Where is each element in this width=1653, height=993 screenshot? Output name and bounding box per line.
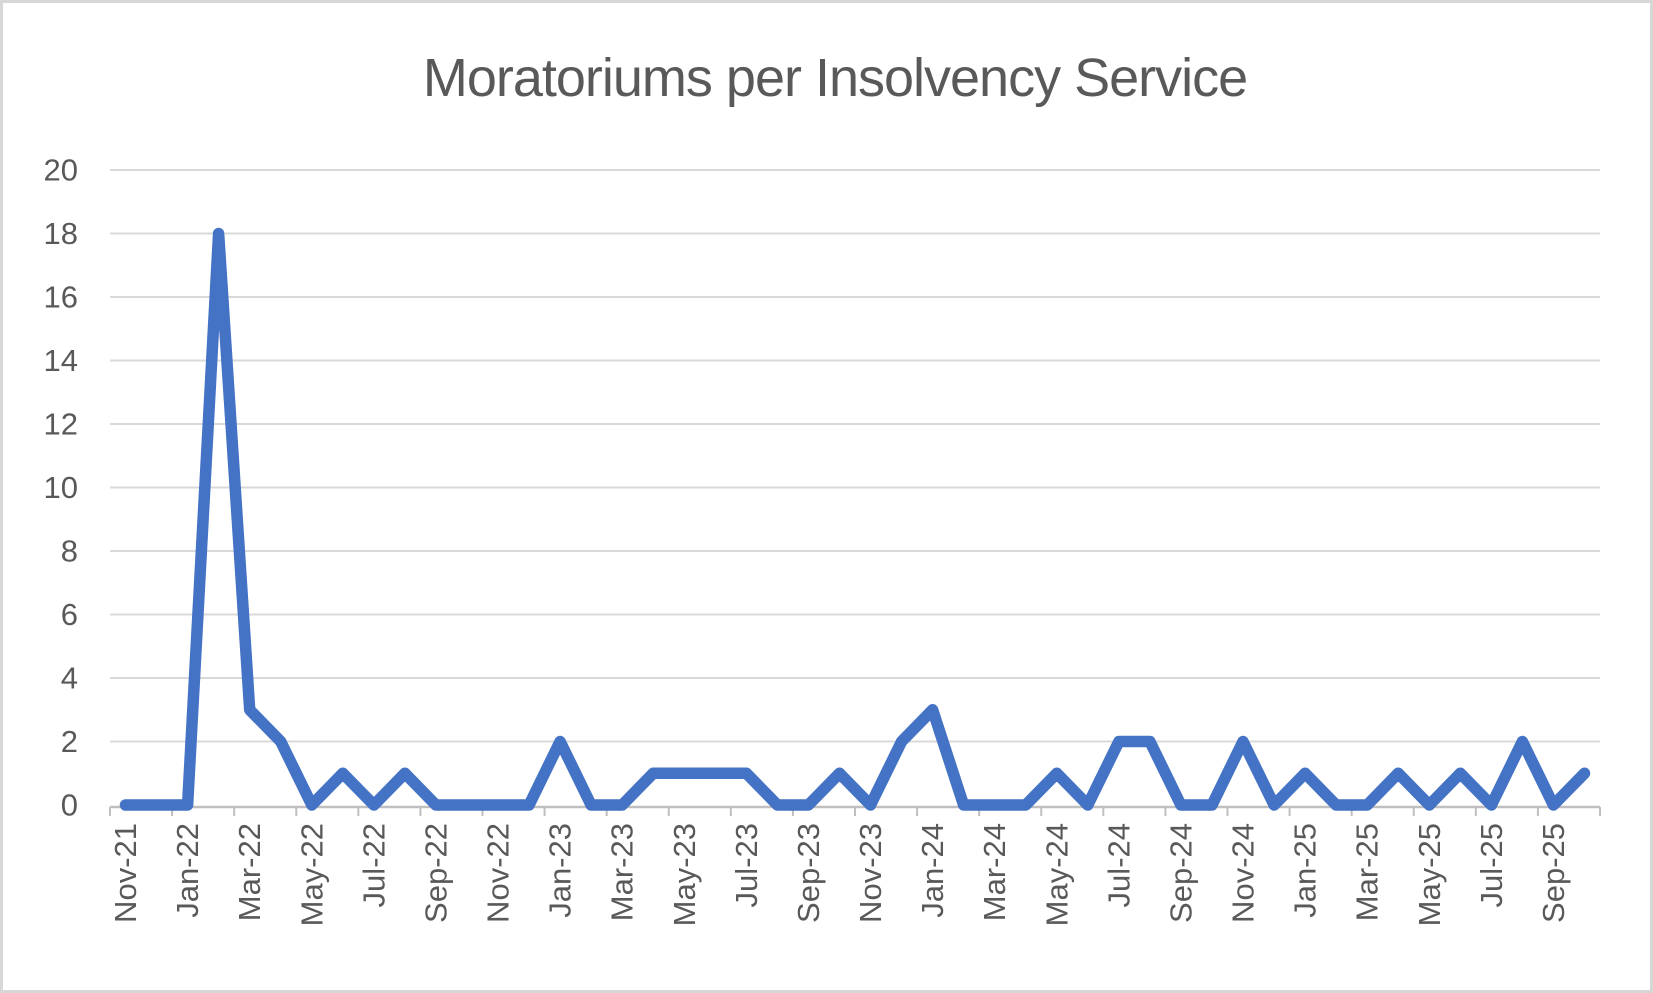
x-tick-label: Mar-22: [232, 823, 267, 921]
y-tick-label: 18: [44, 216, 78, 251]
y-tick-label: 4: [61, 661, 78, 696]
x-tick-label: Nov-22: [481, 823, 516, 923]
y-tick-label: 6: [61, 597, 78, 632]
x-tick-label: Jul-24: [1101, 823, 1136, 907]
gridlines: [110, 169, 1600, 743]
y-axis-labels: 0 2 4 6 8 10 12 14 16 18 20: [44, 153, 78, 823]
x-tick-label: Mar-23: [605, 823, 640, 921]
y-tick-label: 16: [44, 280, 78, 315]
data-series-moratoriums: [119, 227, 1591, 811]
x-tick-label: Jan-24: [915, 823, 950, 918]
x-tick-label: Mar-25: [1350, 823, 1385, 921]
x-tick-label: Nov-23: [853, 823, 888, 923]
x-tick-label: Mar-24: [977, 823, 1012, 921]
x-tick-label: Jul-22: [356, 823, 391, 907]
y-tick-label: 14: [44, 343, 78, 378]
y-tick-label: 10: [44, 470, 78, 505]
x-tick-label: Sep-24: [1163, 823, 1198, 923]
x-axis: [109, 805, 1601, 816]
x-tick-label: Jan-23: [543, 823, 578, 918]
y-tick-label: 12: [44, 407, 78, 442]
x-tick-label: Sep-22: [418, 823, 453, 923]
x-tick-label: Sep-23: [791, 823, 826, 923]
y-tick-label: 20: [44, 153, 78, 188]
x-tick-label: May-23: [667, 823, 702, 926]
x-tick-label: Sep-25: [1536, 823, 1571, 923]
x-tick-label: Jan-25: [1288, 823, 1323, 918]
x-tick-label: Jan-22: [170, 823, 205, 918]
y-tick-label: 8: [61, 534, 78, 569]
x-tick-label: Jul-23: [729, 823, 764, 907]
x-axis-labels: Nov-21 Jan-22 Mar-22 May-22 Jul-22 Sep-22 Nov-…: [108, 823, 1571, 926]
x-tick-label: Nov-24: [1226, 823, 1261, 923]
x-tick-label: May-24: [1039, 823, 1074, 926]
x-tick-label: May-22: [294, 823, 329, 926]
y-tick-label: 0: [61, 788, 78, 823]
x-tick-label: Jul-25: [1474, 823, 1509, 907]
line-chart: 0 2 4 6 8 10 12 14 16 18 20 Nov-21 Jan-22 Mar-22 May-…: [44, 48, 1601, 926]
x-tick-label: Nov-21: [108, 823, 143, 923]
chart-title: Moratoriums per Insolvency Service: [423, 48, 1247, 108]
x-tick-label: May-25: [1412, 823, 1447, 926]
y-tick-label: 2: [61, 724, 78, 759]
